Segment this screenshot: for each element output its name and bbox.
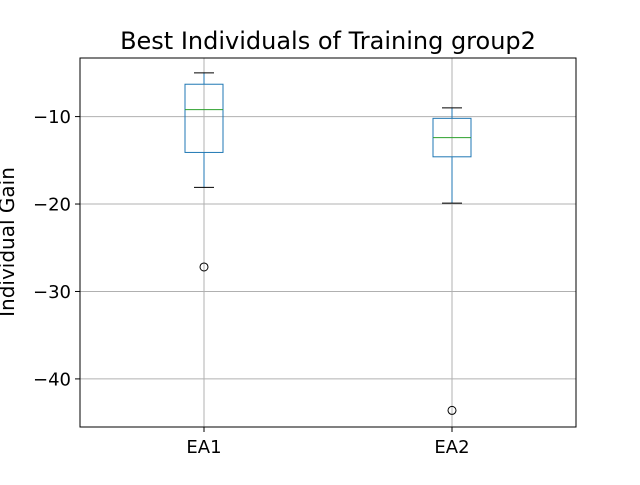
boxes: [184, 72, 472, 415]
y-tick-label: −40: [33, 369, 71, 390]
y-tick-label: −10: [33, 107, 71, 128]
y-axis-label: Individual Gain: [0, 167, 19, 317]
x-tick-label: EA1: [186, 437, 221, 458]
outlier-point: [447, 405, 457, 415]
outlier-point: [199, 262, 209, 272]
box-ea1: [184, 72, 224, 272]
chart-title: Best Individuals of Training group2: [120, 27, 536, 55]
box-ea2: [432, 107, 472, 415]
axes: −10 −20 −30 −40 EA1 EA2: [33, 107, 470, 458]
iqr-box: [184, 83, 224, 153]
y-tick-label: −30: [33, 282, 71, 303]
y-tick-label: −20: [33, 195, 71, 216]
x-tick-label: EA2: [434, 437, 469, 458]
grid: [80, 58, 576, 427]
plot-frame: [79, 57, 577, 428]
